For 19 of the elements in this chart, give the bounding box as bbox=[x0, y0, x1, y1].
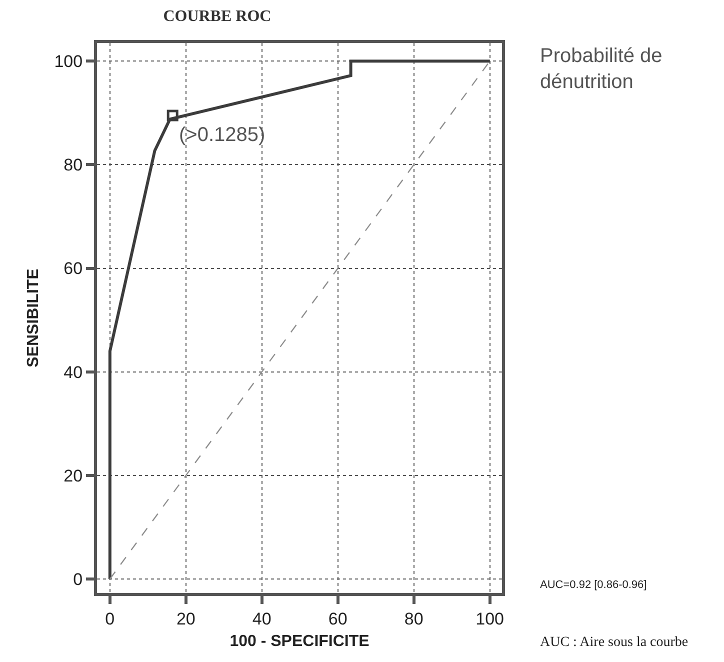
x-tick-label: 0 bbox=[105, 609, 115, 628]
chart-title: COURBE ROC bbox=[163, 8, 272, 26]
text: AUC=0.92 [0.86-0.96] bbox=[540, 579, 647, 591]
x-tick-label: 100 bbox=[476, 609, 504, 628]
y-tick-label: 100 bbox=[54, 52, 83, 72]
text: Probabilité de dénutrition bbox=[540, 45, 662, 93]
y-tick-label: 40 bbox=[64, 362, 83, 382]
text: AUC : Aire sous la courbe bbox=[540, 635, 688, 650]
y-tick-label: 20 bbox=[64, 466, 83, 486]
y-tick-label: 0 bbox=[73, 570, 83, 589]
x-tick-label: 60 bbox=[328, 609, 348, 628]
x-axis-title: 100 - SPECIFICITE bbox=[230, 633, 370, 650]
x-tick-label: 40 bbox=[252, 609, 272, 628]
y-axis-title: SENSIBILITE bbox=[25, 268, 42, 368]
x-tick-label: 20 bbox=[176, 609, 196, 628]
y-tick-label: 60 bbox=[64, 259, 83, 278]
y-tick-label: 80 bbox=[64, 156, 83, 175]
annotation: (>0.1285) bbox=[179, 124, 266, 146]
x-tick-label: 80 bbox=[404, 609, 424, 628]
